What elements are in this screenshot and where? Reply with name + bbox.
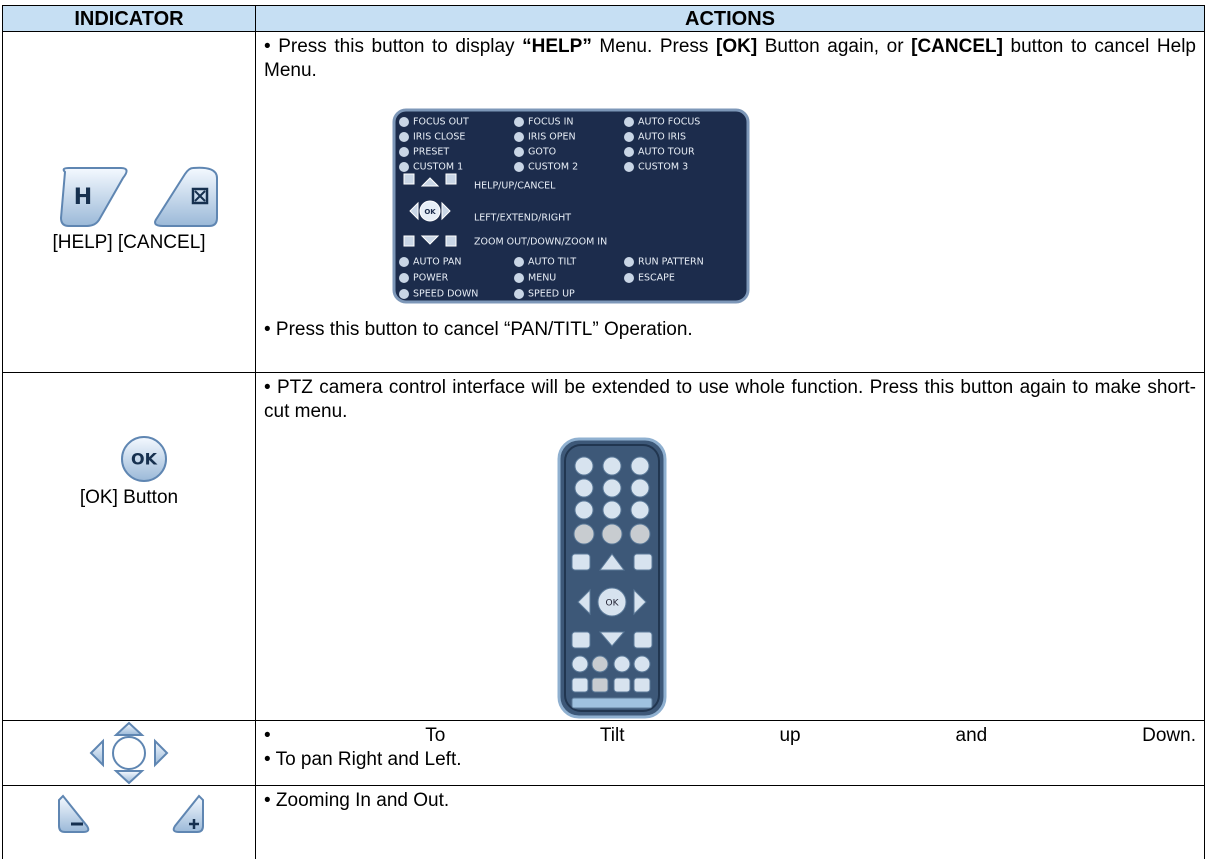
bold-text: [CANCEL] bbox=[911, 36, 1003, 57]
actions-cell: • PTZ camera control interface will be e… bbox=[255, 372, 1205, 721]
menu-icon bbox=[399, 117, 409, 127]
actions-cell: • To Tilt up and Down. • To pan Right an… bbox=[255, 720, 1205, 786]
remote-ok: OK bbox=[606, 599, 620, 609]
menu-item: IRIS CLOSE bbox=[413, 132, 465, 143]
menu-item: POWER bbox=[413, 273, 449, 284]
indicator-label: [OK] Button bbox=[79, 487, 179, 508]
menu-item: AUTO TILT bbox=[528, 257, 576, 268]
help-cancel-icons: H bbox=[59, 166, 218, 227]
header-actions: ACTIONS bbox=[255, 5, 1205, 32]
pad-ok: OK bbox=[424, 208, 436, 216]
menu-icon bbox=[399, 289, 409, 299]
menu-icon bbox=[514, 289, 524, 299]
menu-icon bbox=[399, 257, 409, 267]
menu-icon bbox=[624, 257, 634, 267]
indicator-cell bbox=[2, 720, 256, 786]
menu-icon bbox=[624, 132, 634, 142]
menu-item: CUSTOM 3 bbox=[638, 162, 688, 173]
menu-icon bbox=[399, 273, 409, 283]
menu-item: AUTO FOCUS bbox=[638, 117, 700, 128]
action-text: • PTZ camera control interface will be e… bbox=[264, 377, 1196, 422]
menu-icon bbox=[399, 132, 409, 142]
menu-item: PRESET bbox=[413, 147, 449, 158]
menu-item: AUTO TOUR bbox=[638, 147, 695, 158]
menu-item: AUTO IRIS bbox=[638, 132, 686, 143]
menu-icon bbox=[399, 162, 409, 172]
indicator-cell: OK [OK] Button bbox=[2, 372, 256, 721]
menu-item: CUSTOM 1 bbox=[413, 162, 463, 173]
help-icon-letter: H bbox=[74, 185, 92, 210]
menu-item: RUN PATTERN bbox=[638, 257, 704, 268]
menu-item: ESCAPE bbox=[638, 273, 675, 284]
header-indicator: INDICATOR bbox=[2, 5, 256, 32]
menu-item: FOCUS OUT bbox=[413, 117, 469, 128]
remote-image: OK bbox=[557, 437, 667, 719]
bold-text: [OK] bbox=[716, 36, 758, 57]
actions-cell: • Zooming In and Out. bbox=[255, 785, 1205, 859]
menu-item: GOTO bbox=[528, 147, 556, 158]
text: Button again, or bbox=[757, 36, 912, 57]
help-menu-image: OK FOCUS OUT FOCUS IN AUTO FOCUS IRIS CLOSE… bbox=[392, 108, 750, 304]
menu-item: FOCUS IN bbox=[528, 117, 574, 128]
menu-item: MENU bbox=[528, 273, 556, 284]
text: button to cancel Help Menu. bbox=[264, 36, 1196, 81]
action-text: • To pan Right and Left. bbox=[264, 749, 462, 770]
menu-icon bbox=[624, 117, 634, 127]
menu-icon bbox=[399, 147, 409, 157]
action-text: • Zooming In and Out. bbox=[264, 790, 450, 811]
menu-icon bbox=[514, 162, 524, 172]
menu-icon bbox=[624, 162, 634, 172]
nav-label: ZOOM OUT/DOWN/ZOOM IN bbox=[474, 237, 607, 248]
indicator-cell: H [HELP] [CANCEL] bbox=[2, 31, 256, 373]
menu-icon bbox=[514, 257, 524, 267]
action-text: • To Tilt up and Down. bbox=[264, 725, 1196, 746]
zoom-icons bbox=[58, 794, 204, 833]
nav-label: HELP/UP/CANCEL bbox=[474, 181, 556, 192]
menu-item: AUTO PAN bbox=[413, 257, 461, 268]
action-text: • Press this button to display “HELP” Me… bbox=[264, 35, 1196, 83]
bold-text: “HELP” bbox=[522, 36, 592, 57]
pad-icon bbox=[89, 721, 169, 785]
indicator-cell bbox=[2, 785, 256, 859]
menu-icon bbox=[624, 273, 634, 283]
menu-item: IRIS OPEN bbox=[528, 132, 576, 143]
nav-label: LEFT/EXTEND/RIGHT bbox=[474, 213, 571, 224]
menu-icon bbox=[514, 147, 524, 157]
menu-icon bbox=[514, 117, 524, 127]
menu-icon bbox=[514, 132, 524, 142]
indicator-label: [HELP] [CANCEL] bbox=[52, 232, 206, 253]
menu-item: SPEED DOWN bbox=[413, 289, 478, 300]
menu-icon bbox=[624, 147, 634, 157]
text: Menu. Press bbox=[591, 36, 716, 57]
action-text: • Press this button to cancel “PAN/TITL”… bbox=[264, 319, 693, 340]
ok-icon: OK bbox=[121, 436, 167, 482]
text: • Press this button to display bbox=[264, 36, 523, 57]
actions-cell: • Press this button to display “HELP” Me… bbox=[255, 31, 1205, 373]
menu-item: CUSTOM 2 bbox=[528, 162, 578, 173]
menu-item: SPEED UP bbox=[528, 289, 575, 300]
menu-icon bbox=[514, 273, 524, 283]
ok-icon-text: OK bbox=[131, 450, 158, 469]
